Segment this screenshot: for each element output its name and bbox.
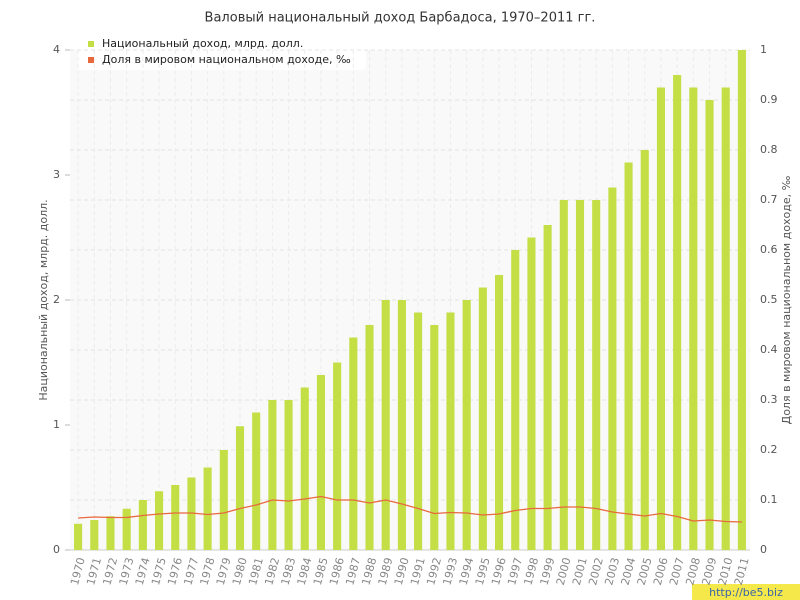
bar [689, 87, 698, 550]
bar [511, 250, 520, 550]
bar [624, 162, 633, 550]
legend-swatch [88, 57, 94, 63]
bar [155, 491, 164, 550]
y-tick-label: 4 [53, 43, 60, 56]
y-axis-title: Национальный доход, млрд. долл. [37, 199, 50, 400]
y2-tick-label: 0.1 [760, 493, 778, 506]
y-tick-label: 1 [53, 418, 60, 431]
bar [219, 450, 228, 550]
y-tick-label: 2 [53, 293, 60, 306]
legend [78, 36, 366, 70]
bar [203, 467, 212, 550]
bar [397, 300, 406, 550]
bar [365, 325, 374, 550]
bar [284, 400, 293, 550]
legend-swatch [88, 41, 94, 47]
y2-tick-label: 0.8 [760, 143, 778, 156]
y2-tick-label: 0.4 [760, 343, 778, 356]
bar [543, 225, 552, 550]
bar [349, 337, 358, 550]
bar [737, 50, 746, 550]
bar [575, 200, 585, 550]
y2-tick-label: 0.7 [760, 193, 778, 206]
bar [300, 387, 309, 550]
y-tick-label: 3 [53, 168, 60, 181]
watermark: http://be5.biz [709, 586, 783, 599]
y2-tick-label: 0.6 [760, 243, 778, 256]
bar [122, 508, 131, 550]
bar [414, 312, 423, 550]
bar [527, 237, 536, 550]
bar [608, 187, 617, 550]
line [78, 495, 742, 523]
legend-label: Национальный доход, млрд. долл. [102, 37, 303, 50]
bar [446, 312, 455, 550]
y2-tick-label: 0.5 [760, 293, 778, 306]
bar [138, 500, 147, 550]
bar [74, 523, 83, 550]
bar [187, 477, 196, 550]
bar [462, 300, 471, 550]
bar [656, 87, 665, 550]
bar [430, 325, 439, 550]
bar [171, 485, 180, 550]
bar [559, 200, 568, 550]
y-tick-label: 0 [53, 543, 60, 556]
bar [333, 362, 342, 550]
chart-title: Валовый национальный доход Барбадоса, 19… [205, 11, 596, 26]
bar [106, 516, 115, 550]
bar [90, 520, 99, 550]
bar [673, 75, 682, 550]
y2-tick-label: 0.3 [760, 393, 778, 406]
bar [592, 200, 601, 550]
watermark-bg [692, 584, 800, 600]
bar [721, 87, 730, 550]
bar [268, 400, 277, 550]
y2-tick-label: 0 [760, 543, 767, 556]
bar [640, 150, 649, 550]
legend-label: Доля в мировом национальном доходе, ‰ [102, 53, 351, 66]
bar [381, 300, 390, 550]
y2-tick-label: 0.2 [760, 443, 778, 456]
y2-tick-label: 1 [760, 43, 767, 56]
y2-tick-label: 0.9 [760, 93, 778, 106]
bar [495, 275, 504, 550]
bar [705, 100, 714, 550]
bar [478, 287, 487, 550]
y2-axis-title: Доля в мировом национальном доходе, ‰ [780, 175, 793, 424]
bar [235, 426, 245, 550]
bar [252, 412, 261, 550]
bar [316, 375, 325, 550]
